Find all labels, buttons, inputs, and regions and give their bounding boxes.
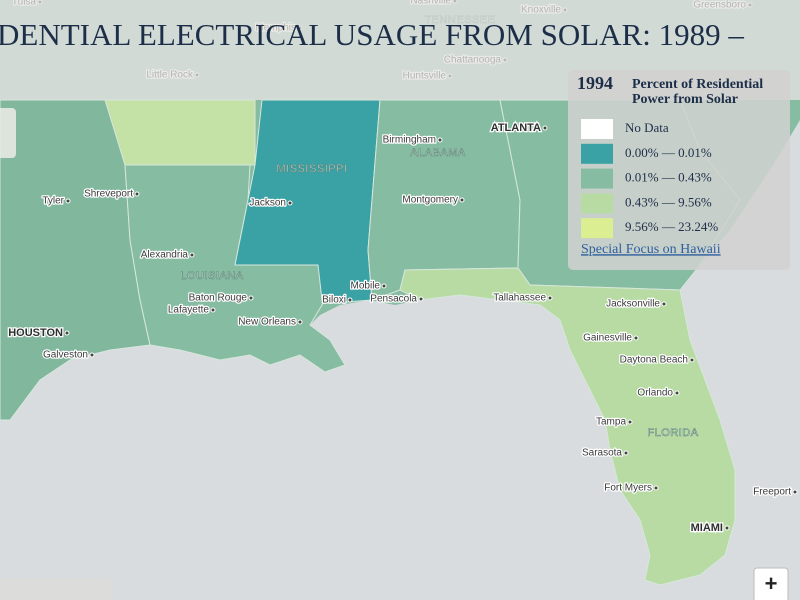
city-dot (347, 297, 353, 303)
legend-title: Percent of Residential (632, 77, 763, 92)
city-label: Baton Rouge (189, 293, 248, 304)
zoom-in-box[interactable] (753, 567, 789, 600)
city-dot (653, 485, 659, 491)
city-dot (287, 200, 293, 206)
city-dot (381, 283, 387, 289)
city-label: Tampa (596, 417, 626, 428)
city-label: Shreveport (84, 189, 133, 200)
city-label: ATLANTA (491, 122, 541, 134)
city-label: Sarasota (582, 448, 622, 459)
header-title: DENTIAL ELECTRICAL USAGE FROM SOLAR: 198… (0, 17, 744, 52)
bottom-panel (0, 578, 112, 600)
zoom-in-button[interactable]: + (753, 567, 789, 600)
city-label: Daytona Beach (620, 355, 688, 366)
city-label: Montgomery (402, 195, 458, 206)
city-label: Biloxi (322, 295, 346, 306)
city-dot (418, 296, 424, 302)
legend-swatch (581, 143, 613, 164)
legend-title: Power from Solar (632, 92, 738, 107)
city-dot (248, 295, 254, 301)
city-label: Galveston (43, 350, 88, 361)
legend-label: 9.56% — 23.24% (625, 219, 718, 234)
city-dot (65, 198, 71, 204)
side-panel (0, 108, 16, 158)
region-label: LOUISIANA (180, 270, 243, 282)
city-dot (547, 295, 553, 301)
city-label: New Orleans (238, 317, 296, 328)
legend-label: 0.43% — 9.56% (625, 194, 712, 209)
legend-label: 0.01% — 0.43% (625, 170, 712, 185)
florida (399, 267, 736, 586)
city-dot (297, 319, 303, 325)
legend-swatch (581, 218, 613, 239)
legend-label: No Data (625, 120, 669, 135)
city-label: MIAMI (691, 522, 723, 534)
city-dot (437, 137, 443, 143)
city-label: Gainesville (583, 333, 632, 344)
city-label: Fort Myers (604, 483, 652, 494)
arkansas (104, 99, 256, 166)
legend-year: 1994 (577, 73, 613, 93)
city-dot (661, 301, 667, 307)
city-dot (89, 352, 95, 358)
city-dot (792, 489, 798, 495)
city-dot (210, 307, 216, 313)
city-label: Birmingham (383, 135, 436, 146)
city-dot (542, 125, 548, 131)
region-label: ALABAMA (410, 147, 466, 159)
city-label: HOUSTON (8, 327, 63, 339)
city-label: Pensacola (370, 294, 417, 305)
city-dot (633, 335, 639, 341)
region-label: FLORIDA (647, 427, 698, 439)
city-dot (134, 191, 140, 197)
city-dot (64, 330, 70, 336)
city-dot (689, 357, 695, 363)
city-label: Jacksonville (606, 299, 660, 310)
region-label: MISSISSIPPI (277, 163, 348, 175)
city-dot (674, 390, 680, 396)
city-label: Lafayette (168, 305, 210, 316)
legend-swatch (581, 168, 613, 189)
city-label: Freeport (753, 487, 791, 498)
city-label: Mobile (351, 281, 381, 292)
zoom-in-label[interactable]: + (765, 571, 778, 596)
place-labels: TulsaNashvilleKnoxvilleGreensboroMemphis… (7, 0, 798, 535)
city-dot (623, 450, 629, 456)
city-label: Tyler (42, 196, 64, 207)
city-dot (724, 525, 730, 531)
city-dot (627, 419, 633, 425)
city-label: Alexandria (141, 250, 189, 261)
city-label: Jackson (249, 198, 286, 209)
legend-swatch (581, 119, 613, 139)
legend-label: 0.00% — 0.01% (625, 145, 712, 160)
city-label: Tallahassee (493, 293, 546, 304)
city-label: Orlando (637, 388, 673, 399)
city-dot (459, 197, 465, 203)
legend-swatch (581, 193, 613, 214)
legend-link[interactable]: Special Focus on Hawaii (581, 242, 721, 257)
legend-box (568, 70, 790, 270)
city-dot (189, 252, 195, 258)
